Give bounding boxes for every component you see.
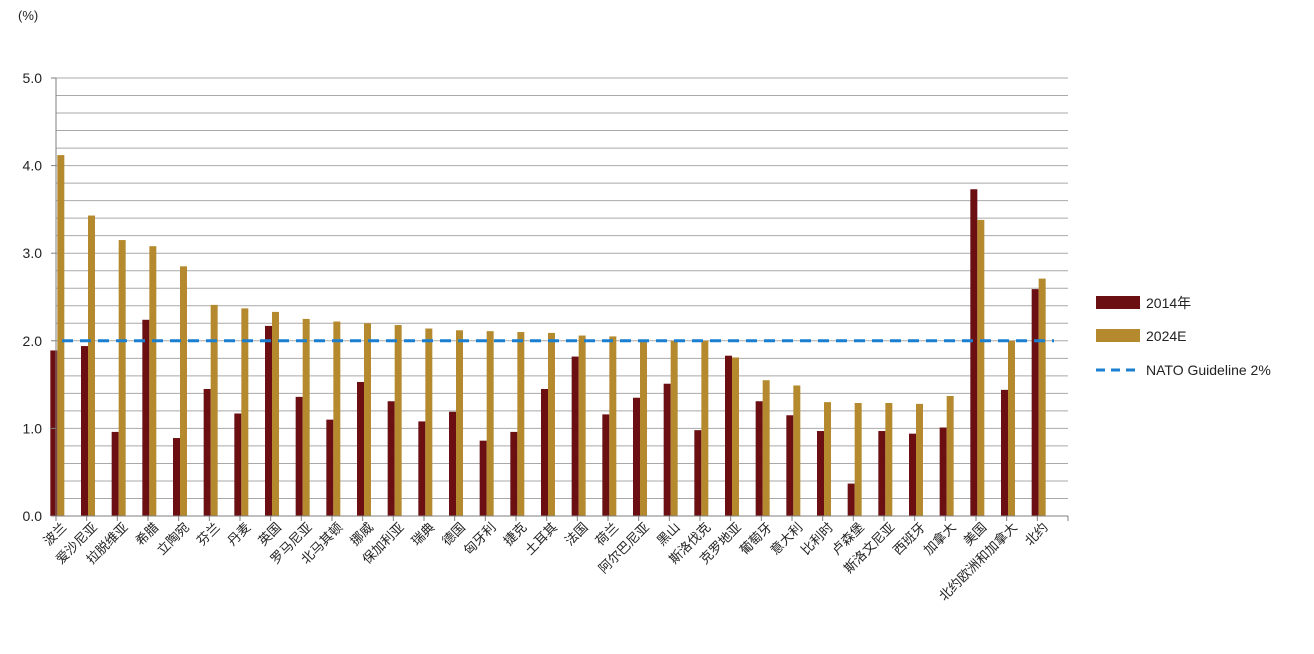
bar-series2 [180, 266, 187, 516]
bar-series1 [878, 431, 886, 516]
x-tick-label: 西班牙 [891, 520, 929, 558]
bar-series1 [357, 381, 364, 516]
bar-series1 [817, 431, 824, 516]
x-tick-label: 北约 [1022, 520, 1051, 549]
bar-series2 [609, 336, 617, 516]
bar-series2 [394, 325, 402, 516]
bar-series1 [602, 414, 610, 516]
y-tick-label: 1.0 [23, 420, 43, 436]
legend-swatch [1096, 296, 1140, 309]
x-tick-label: 法国 [562, 520, 591, 549]
bar-series2 [578, 335, 586, 516]
bar-series2 [946, 395, 954, 516]
legend-label: 2024E [1146, 328, 1186, 344]
bar-series2 [210, 304, 218, 516]
gridlines [56, 77, 1068, 499]
bar-series2 [670, 340, 678, 516]
bar-series2 [824, 402, 831, 516]
y-axis-ticks: 0.0 1.0 2.0 3.0 4.0 5.0 [23, 70, 43, 524]
legend-label: NATO Guideline 2% [1146, 362, 1271, 378]
x-tick-label: 加拿大 [921, 520, 960, 559]
bar-series1 [234, 413, 242, 516]
bar-series1 [909, 433, 916, 516]
y-tick-label: 4.0 [23, 158, 43, 174]
bar-series2 [732, 357, 739, 516]
bar-series2 [149, 246, 157, 516]
bar-series2 [272, 311, 279, 516]
y-tick-label: 3.0 [23, 245, 43, 261]
bar-series2 [977, 219, 985, 517]
bar-series1 [326, 419, 334, 516]
bar-series2 [1038, 278, 1046, 516]
bar-series1 [111, 431, 119, 516]
x-tick-label: 意大利 [767, 520, 806, 559]
bar-series2 [548, 332, 555, 516]
bar-series1 [510, 431, 518, 516]
bar-series1 [142, 319, 150, 516]
x-tick-label: 立陶宛 [154, 520, 193, 559]
bar-series2 [701, 340, 709, 516]
bar-series1 [50, 350, 58, 516]
bar-series1 [571, 356, 579, 516]
y-tick-label: 2.0 [23, 333, 43, 349]
bar-series2 [885, 402, 893, 516]
bar-series2 [486, 331, 494, 516]
bar-series2 [793, 385, 801, 516]
bar-series1 [295, 396, 303, 516]
bar-series1 [1031, 289, 1039, 516]
bar-series1 [418, 421, 426, 516]
bar-series2 [517, 332, 525, 516]
bar-series1 [173, 438, 180, 516]
axes [51, 77, 1069, 521]
bar-series1 [81, 346, 88, 516]
bar-series2 [364, 323, 371, 516]
x-tick-label: 土耳其 [523, 520, 561, 558]
bar-series1 [265, 325, 272, 516]
bar-series2 [333, 321, 341, 516]
bar-series2 [57, 155, 65, 516]
bar-series2 [640, 340, 647, 516]
bar-series2 [854, 402, 862, 516]
legend-label: 2014年 [1146, 295, 1191, 311]
bars [50, 155, 1046, 517]
bar-series2 [241, 308, 249, 516]
y-unit-label: (%) [18, 8, 38, 23]
bar-series1 [449, 411, 456, 516]
bar-series2 [425, 328, 433, 516]
x-tick-label: 瑞典 [409, 520, 438, 549]
bar-series2 [916, 403, 923, 516]
bar-series1 [786, 415, 794, 516]
y-tick-label: 0.0 [23, 508, 43, 524]
bar-series1 [633, 397, 640, 516]
x-tick-label: 匈牙利 [461, 520, 499, 558]
bar-series1 [939, 427, 947, 516]
bar-series2 [302, 318, 310, 516]
bar-series2 [1008, 340, 1015, 516]
bar-series1 [203, 388, 211, 516]
bar-series1 [387, 401, 395, 516]
bar-series1 [1001, 389, 1008, 516]
legend: 2014年 2024E NATO Guideline 2% [1096, 295, 1271, 378]
bar-series1 [541, 388, 548, 516]
bar-series2 [118, 240, 126, 516]
bar-series1 [847, 483, 855, 516]
legend-swatch [1096, 329, 1140, 342]
bar-series1 [970, 189, 978, 516]
x-tick-label: 比利时 [799, 520, 837, 558]
bar-series1 [755, 401, 763, 516]
bar-series1 [694, 430, 702, 516]
bar-series1 [479, 440, 487, 516]
y-tick-label: 5.0 [23, 70, 43, 86]
x-tick-label: 葡萄牙 [737, 520, 775, 558]
bar-series2 [456, 330, 463, 516]
bar-series1 [663, 383, 671, 516]
x-tick-label: 芬兰 [194, 520, 223, 549]
bar-series2 [762, 380, 770, 516]
x-tick-label: 丹麦 [225, 520, 254, 549]
bar-series2 [88, 215, 95, 517]
bar-series1 [725, 355, 732, 516]
